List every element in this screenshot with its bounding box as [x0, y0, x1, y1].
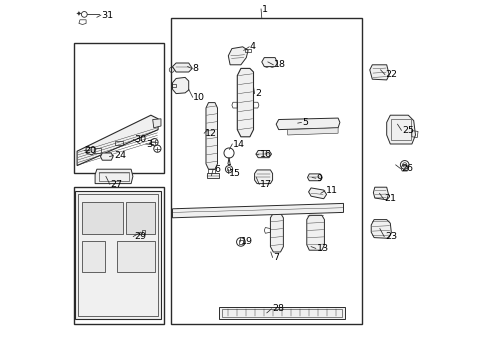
Polygon shape	[270, 213, 283, 252]
Text: 30: 30	[134, 135, 146, 144]
Polygon shape	[219, 307, 345, 319]
Bar	[244, 49, 250, 52]
Text: 1: 1	[261, 5, 267, 14]
Text: 19: 19	[241, 238, 252, 247]
Text: 4: 4	[249, 42, 255, 51]
Text: 9: 9	[316, 174, 322, 183]
Polygon shape	[237, 68, 253, 137]
Polygon shape	[205, 103, 217, 169]
Text: 11: 11	[325, 186, 337, 195]
Polygon shape	[101, 153, 113, 160]
Text: 16: 16	[259, 150, 271, 159]
Ellipse shape	[124, 288, 145, 299]
Bar	[81, 202, 123, 234]
Text: 20: 20	[84, 146, 96, 155]
Text: 26: 26	[400, 164, 412, 173]
Text: 3: 3	[146, 140, 152, 149]
Polygon shape	[206, 173, 219, 178]
Text: 23: 23	[384, 232, 396, 241]
Text: 2: 2	[255, 89, 261, 98]
Polygon shape	[172, 63, 192, 72]
Polygon shape	[172, 77, 188, 94]
Polygon shape	[172, 203, 343, 218]
Polygon shape	[261, 58, 277, 67]
Bar	[170, 18, 361, 324]
Bar	[73, 187, 163, 324]
Text: 14: 14	[232, 140, 244, 149]
Polygon shape	[75, 191, 161, 319]
Polygon shape	[86, 148, 95, 155]
Text: ✦: ✦	[76, 10, 81, 16]
Text: 21: 21	[384, 194, 395, 203]
Polygon shape	[306, 215, 324, 250]
Text: 18: 18	[273, 60, 285, 69]
Text: 7: 7	[273, 253, 279, 262]
Polygon shape	[373, 187, 387, 200]
Ellipse shape	[89, 278, 108, 291]
Bar	[142, 230, 145, 234]
Polygon shape	[369, 65, 388, 80]
Text: 29: 29	[134, 232, 146, 241]
Text: 24: 24	[114, 151, 126, 160]
Text: 6: 6	[213, 165, 220, 174]
Polygon shape	[307, 174, 321, 181]
Polygon shape	[370, 220, 390, 238]
Bar	[238, 240, 243, 244]
Bar	[115, 141, 122, 145]
Polygon shape	[287, 128, 337, 135]
Bar	[222, 309, 342, 317]
Text: 15: 15	[229, 169, 241, 178]
Polygon shape	[95, 169, 133, 184]
Text: 25: 25	[401, 126, 413, 135]
Bar	[125, 202, 155, 234]
Text: 5: 5	[302, 118, 307, 127]
Text: 8: 8	[192, 64, 198, 73]
Text: 13: 13	[316, 244, 328, 253]
Text: 17: 17	[260, 180, 271, 189]
Polygon shape	[256, 150, 271, 158]
Text: 28: 28	[272, 305, 284, 313]
Bar	[390, 119, 410, 140]
Polygon shape	[276, 118, 339, 130]
Text: 31: 31	[102, 11, 114, 20]
Polygon shape	[152, 119, 161, 128]
Bar	[93, 148, 101, 153]
Polygon shape	[77, 115, 158, 166]
Bar	[73, 43, 163, 173]
Bar	[81, 241, 105, 272]
Bar	[99, 172, 129, 181]
Polygon shape	[254, 170, 272, 184]
Bar	[117, 241, 155, 272]
Polygon shape	[228, 47, 247, 65]
Text: 27: 27	[110, 180, 122, 189]
Bar	[78, 194, 158, 316]
Text: 12: 12	[204, 129, 217, 138]
Polygon shape	[308, 188, 326, 199]
Text: 10: 10	[193, 93, 205, 102]
Polygon shape	[386, 115, 415, 144]
Text: 22: 22	[385, 70, 397, 79]
